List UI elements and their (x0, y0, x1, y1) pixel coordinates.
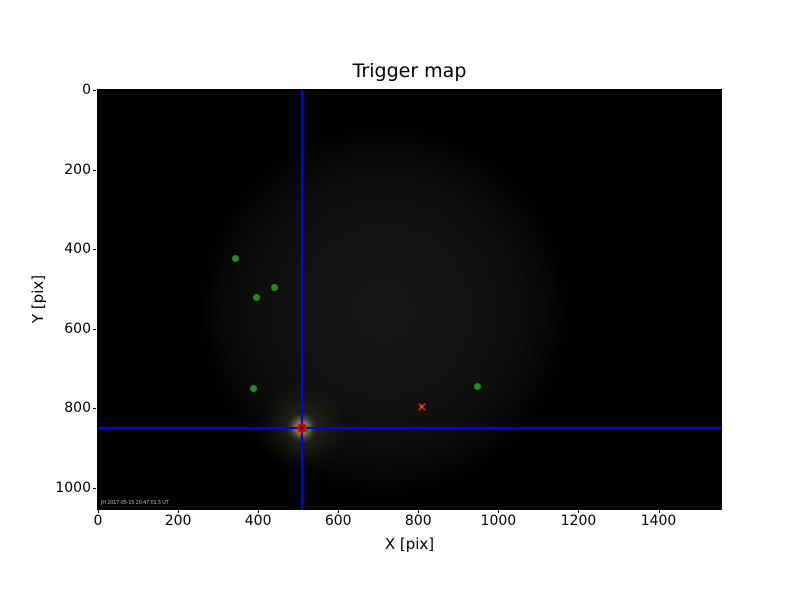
camera-vignette (98, 90, 721, 509)
green-point (473, 382, 481, 390)
y-tick-label: 600 (64, 320, 91, 337)
crosshair-vline (301, 90, 304, 509)
y-tick-mark (93, 408, 96, 410)
x-tick-mark (418, 510, 420, 513)
x-tick-mark (98, 510, 99, 513)
green-point (253, 294, 261, 302)
y-tick-label: 200 (64, 161, 91, 178)
green-point (271, 284, 279, 292)
x-tick-label: 1200 (560, 513, 597, 529)
x-tick-mark (498, 510, 500, 513)
y-tick-mark (93, 249, 96, 250)
y-tick-label: 0 (82, 82, 91, 98)
x-axis-label: X [pix] (384, 535, 435, 553)
plot-title: Trigger map (352, 60, 467, 82)
x-tick-label: 600 (324, 513, 352, 529)
x-marker-center (420, 405, 424, 409)
x-tick-label: 0 (93, 513, 103, 529)
y-tick-mark (93, 328, 96, 330)
trigger-marker (297, 423, 308, 434)
timestamp-label: JH 2017-05-15 20:47:01.5 UT (101, 500, 169, 506)
y-tick-label: 400 (64, 241, 91, 257)
x-tick-label: 400 (244, 513, 272, 529)
x-tick-label: 1000 (480, 513, 517, 529)
y-tick-label: 800 (64, 400, 91, 417)
y-tick-label: 1000 (55, 479, 91, 496)
green-point (250, 384, 258, 392)
x-tick-mark (178, 510, 180, 513)
x-tick-label: 200 (164, 513, 192, 529)
x-marker (417, 402, 427, 412)
y-axis-label: Y [pix] (29, 274, 47, 324)
x-tick-label: 800 (404, 513, 432, 529)
x-tick-mark (578, 510, 580, 513)
y-tick-mark (93, 169, 96, 171)
crosshair-hline (98, 427, 721, 430)
x-tick-mark (658, 510, 660, 513)
green-point (232, 254, 240, 262)
y-tick-mark (93, 90, 96, 91)
y-tick-mark (93, 487, 96, 489)
x-tick-mark (338, 510, 340, 513)
x-tick-label: 1400 (640, 513, 677, 529)
plot-area: JH 2017-05-15 20:47:01.5 UT (97, 89, 722, 510)
x-tick-mark (258, 510, 260, 513)
